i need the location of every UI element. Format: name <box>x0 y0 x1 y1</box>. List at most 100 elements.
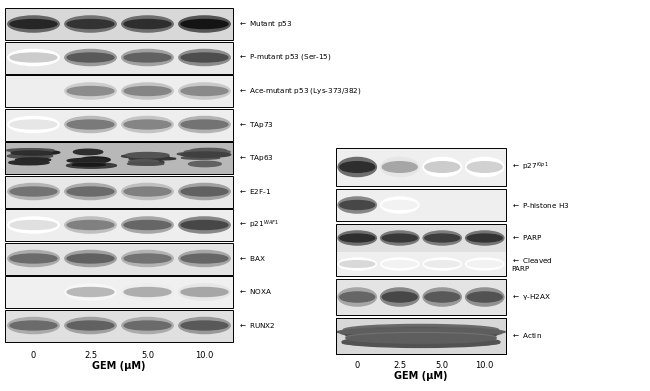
Bar <box>336 318 506 354</box>
Ellipse shape <box>179 49 230 66</box>
Ellipse shape <box>343 339 500 346</box>
Ellipse shape <box>124 221 171 230</box>
Ellipse shape <box>381 288 419 306</box>
Text: $\leftarrow$ P-mutant p53 (Ser-15): $\leftarrow$ P-mutant p53 (Ser-15) <box>238 52 332 63</box>
Text: $\leftarrow$ TAp73: $\leftarrow$ TAp73 <box>238 120 274 129</box>
Bar <box>336 318 506 354</box>
Ellipse shape <box>338 158 376 177</box>
Text: $\leftarrow$ p21$^{WAF1}$: $\leftarrow$ p21$^{WAF1}$ <box>238 219 279 231</box>
Ellipse shape <box>9 160 49 165</box>
Ellipse shape <box>10 221 57 230</box>
Ellipse shape <box>425 234 460 242</box>
Ellipse shape <box>65 83 116 99</box>
Bar <box>336 148 506 186</box>
Ellipse shape <box>181 20 228 29</box>
Ellipse shape <box>338 258 376 270</box>
Ellipse shape <box>129 157 176 160</box>
Ellipse shape <box>425 261 460 267</box>
Bar <box>5 8 233 40</box>
Ellipse shape <box>340 201 374 210</box>
Ellipse shape <box>181 53 228 62</box>
Ellipse shape <box>179 117 230 133</box>
Bar <box>5 142 233 174</box>
Ellipse shape <box>177 152 223 156</box>
Ellipse shape <box>343 325 499 335</box>
Ellipse shape <box>135 160 164 165</box>
Ellipse shape <box>346 334 496 343</box>
Ellipse shape <box>381 258 419 270</box>
Bar <box>5 310 233 341</box>
Ellipse shape <box>465 288 504 306</box>
Ellipse shape <box>338 197 376 213</box>
Ellipse shape <box>340 327 502 338</box>
Ellipse shape <box>340 292 374 302</box>
Text: 10.0: 10.0 <box>476 361 494 370</box>
Ellipse shape <box>67 187 114 196</box>
Ellipse shape <box>80 157 110 163</box>
Ellipse shape <box>340 162 374 172</box>
Ellipse shape <box>67 254 114 263</box>
Text: 5.0: 5.0 <box>436 361 448 370</box>
Ellipse shape <box>7 154 53 158</box>
Ellipse shape <box>179 317 230 334</box>
Ellipse shape <box>125 152 169 158</box>
Ellipse shape <box>67 287 114 296</box>
Ellipse shape <box>8 117 59 133</box>
Ellipse shape <box>8 317 59 334</box>
Ellipse shape <box>423 258 462 270</box>
Text: GEM (μM): GEM (μM) <box>395 371 448 381</box>
Ellipse shape <box>181 152 231 157</box>
Text: 2.5: 2.5 <box>84 351 97 360</box>
Ellipse shape <box>10 187 57 196</box>
Ellipse shape <box>8 16 59 32</box>
Ellipse shape <box>124 120 171 129</box>
Bar <box>5 142 233 174</box>
Ellipse shape <box>16 158 51 161</box>
Ellipse shape <box>65 284 116 300</box>
Text: $\leftarrow$ Ace-mutant p53 (Lys-373/382): $\leftarrow$ Ace-mutant p53 (Lys-373/382… <box>238 86 362 96</box>
Text: $\leftarrow$ Actin: $\leftarrow$ Actin <box>511 332 542 341</box>
Ellipse shape <box>382 162 417 172</box>
Bar <box>336 279 506 315</box>
Ellipse shape <box>122 83 173 99</box>
Ellipse shape <box>65 117 116 133</box>
Ellipse shape <box>179 83 230 99</box>
Ellipse shape <box>67 53 114 62</box>
Text: 5.0: 5.0 <box>141 351 154 360</box>
Ellipse shape <box>8 251 59 267</box>
Ellipse shape <box>382 234 417 242</box>
Ellipse shape <box>124 53 171 62</box>
Ellipse shape <box>122 49 173 66</box>
Ellipse shape <box>381 158 419 177</box>
Bar <box>5 242 233 274</box>
Text: $\leftarrow$ E2F-1: $\leftarrow$ E2F-1 <box>238 187 271 196</box>
Text: $\leftarrow$ p27$^{Kip1}$: $\leftarrow$ p27$^{Kip1}$ <box>511 161 549 173</box>
Bar <box>5 209 233 241</box>
Text: $\leftarrow$ NOXA: $\leftarrow$ NOXA <box>238 287 272 296</box>
Bar <box>5 176 233 208</box>
Ellipse shape <box>346 332 496 343</box>
Text: $\leftarrow$ Cleaved
PARP: $\leftarrow$ Cleaved PARP <box>511 256 553 272</box>
Ellipse shape <box>337 328 505 335</box>
Ellipse shape <box>340 261 374 267</box>
Ellipse shape <box>467 162 502 172</box>
Text: $\leftarrow$ P-histone H3: $\leftarrow$ P-histone H3 <box>511 201 570 210</box>
Ellipse shape <box>467 292 502 302</box>
Ellipse shape <box>382 201 417 210</box>
Ellipse shape <box>10 53 57 62</box>
Ellipse shape <box>66 163 116 168</box>
Text: $\leftarrow$ Mutant p53: $\leftarrow$ Mutant p53 <box>238 19 292 29</box>
Bar <box>336 224 506 276</box>
Text: 0: 0 <box>355 361 360 370</box>
Ellipse shape <box>181 187 228 196</box>
Ellipse shape <box>181 287 228 296</box>
Ellipse shape <box>75 161 105 165</box>
Ellipse shape <box>8 183 59 199</box>
Ellipse shape <box>65 317 116 334</box>
Ellipse shape <box>122 251 173 267</box>
Ellipse shape <box>181 86 228 95</box>
Ellipse shape <box>382 292 417 302</box>
Ellipse shape <box>122 16 173 32</box>
Ellipse shape <box>124 86 171 95</box>
Ellipse shape <box>67 86 114 95</box>
